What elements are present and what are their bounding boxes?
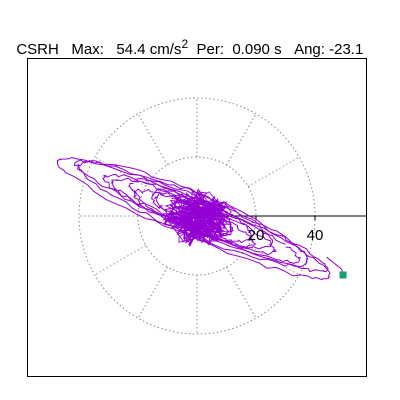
grid-spoke-30	[247, 156, 300, 187]
max-label: Max:	[71, 41, 104, 58]
max-value: 54.4	[116, 41, 146, 58]
max-unit-exponent: 2	[181, 37, 189, 51]
angle-label: Ang:	[294, 41, 325, 58]
tick-labels: 20 40	[248, 227, 324, 244]
orbit-traces	[56, 156, 347, 281]
grid-spoke-300	[226, 266, 257, 319]
plot-frame	[27, 58, 367, 377]
x-tick-label-20: 20	[248, 227, 265, 244]
grid-spoke-240	[137, 266, 168, 319]
orbit-loop-2	[77, 159, 309, 268]
grid-spoke-150	[94, 156, 147, 187]
grid-spoke-120	[137, 113, 168, 166]
chart-header: CSRH Max: 54.4 cm/s2 Per: 0.090 s Ang: -…	[8, 20, 363, 58]
angle-value: -23.1	[329, 41, 364, 58]
end-marker	[339, 271, 347, 279]
orbit-core	[162, 188, 232, 248]
x-tick-label-40: 40	[307, 227, 324, 244]
grid-spoke-210	[94, 245, 147, 276]
period-label: Per:	[196, 41, 224, 58]
max-unit: cm/s	[149, 41, 182, 58]
orbit-loop-5	[128, 178, 274, 250]
period-unit: s	[274, 41, 282, 58]
grid-spoke-60	[226, 113, 257, 166]
period-value: 0.090	[232, 41, 270, 58]
station-code: CSRH	[16, 41, 59, 58]
